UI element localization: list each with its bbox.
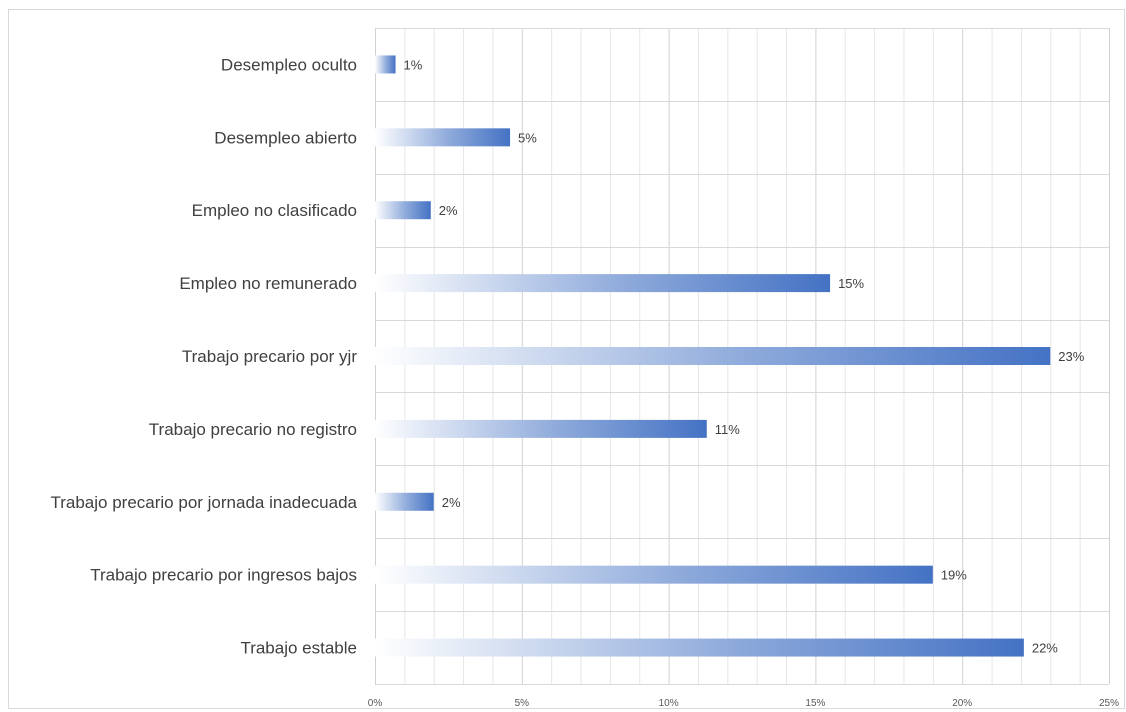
- bar[interactable]: [375, 419, 707, 438]
- data-label: 2%: [439, 203, 458, 218]
- data-label: 2%: [442, 495, 461, 510]
- category-label: Desempleo abierto: [214, 128, 357, 147]
- data-label: 22%: [1032, 641, 1058, 656]
- bar[interactable]: [375, 201, 431, 220]
- category-label: Trabajo precario por ingresos bajos: [90, 566, 357, 585]
- bar[interactable]: [375, 274, 831, 293]
- category-label: Empleo no clasificado: [192, 201, 357, 220]
- data-label: 23%: [1058, 349, 1084, 364]
- data-label: 1%: [404, 57, 423, 72]
- bar[interactable]: [375, 128, 511, 147]
- x-tick-label: 25%: [1099, 698, 1119, 709]
- data-label: 19%: [941, 568, 967, 583]
- x-tick-label: 0%: [368, 698, 383, 709]
- x-tick-label: 15%: [805, 698, 825, 709]
- category-label: Trabajo estable: [240, 639, 357, 658]
- category-label: Trabajo precario no registro: [149, 420, 357, 439]
- data-label: 15%: [838, 276, 864, 291]
- category-label: Empleo no remunerado: [179, 274, 357, 293]
- category-label: Trabajo precario por yjr: [182, 347, 357, 366]
- bar[interactable]: [375, 347, 1051, 365]
- data-label: 5%: [518, 130, 537, 145]
- bar[interactable]: [375, 565, 933, 584]
- category-label: Trabajo precario por jornada inadecuada: [50, 493, 357, 512]
- bar[interactable]: [375, 55, 396, 74]
- x-tick-label: 5%: [515, 698, 530, 709]
- x-tick-label: 10%: [659, 698, 679, 709]
- category-label: Desempleo oculto: [221, 55, 357, 74]
- bar[interactable]: [375, 638, 1024, 657]
- bar[interactable]: [375, 492, 434, 511]
- data-label: 11%: [715, 422, 740, 437]
- x-tick-label: 20%: [952, 698, 972, 709]
